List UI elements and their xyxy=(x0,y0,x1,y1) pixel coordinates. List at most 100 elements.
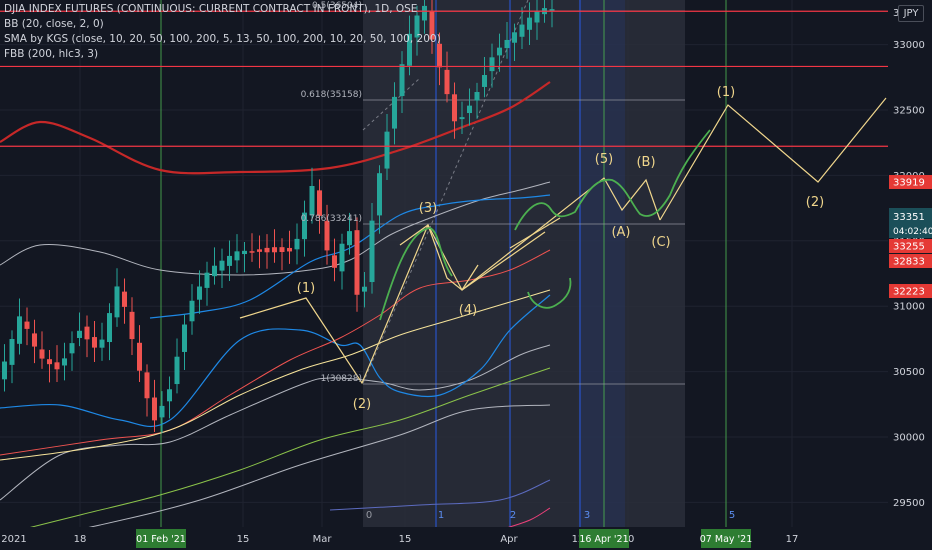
candle-body xyxy=(152,397,157,421)
cycle-labels: 0 1 2 3 5 xyxy=(366,510,735,521)
current-price-badge xyxy=(889,208,932,238)
candle-body xyxy=(9,339,15,365)
candles xyxy=(2,0,555,434)
candle-body xyxy=(257,249,262,252)
candle-body xyxy=(219,260,225,271)
indicator-curve xyxy=(30,367,551,527)
price-tick: 30500 xyxy=(893,367,925,378)
candle-body xyxy=(272,247,277,253)
wave-inner xyxy=(399,224,479,291)
level-price-value: 32223 xyxy=(893,287,925,298)
candle-body xyxy=(129,311,135,340)
fib-label: 1(30828) xyxy=(321,374,362,384)
candle-body xyxy=(294,238,300,250)
candle-body xyxy=(392,96,397,129)
level-price-badge xyxy=(889,239,932,253)
candle-body xyxy=(24,321,30,329)
candle-body xyxy=(467,105,472,114)
current-price-value: 33351 xyxy=(893,212,925,223)
cycle-label: 2 xyxy=(510,510,516,521)
candle-body xyxy=(452,94,457,122)
candle-body xyxy=(437,43,442,68)
legend-bb[interactable]: BB (20, close, 2, 0) xyxy=(4,18,104,30)
currency-button[interactable]: JPY xyxy=(898,5,924,22)
price-tick: 31000 xyxy=(893,302,925,313)
price-tick: 30000 xyxy=(893,433,925,444)
legend-sma[interactable]: SMA by KGS (close, 10, 20, 50, 100, 200,… xyxy=(4,33,441,45)
price-tick: 32500 xyxy=(893,106,925,117)
time-highlight-badge xyxy=(136,529,186,548)
wave-projection xyxy=(659,97,887,221)
cycle-label: 5 xyxy=(729,510,735,521)
time-tick: 18 xyxy=(74,534,87,545)
indicator-curve xyxy=(0,294,551,428)
candle-body xyxy=(362,286,367,292)
time-tick: 17 xyxy=(786,534,799,545)
candle-body xyxy=(512,32,517,43)
price-axis[interactable]: 2900029500300003050031000315003200032500… xyxy=(888,0,932,550)
fib-labels: 0.5(36504) 0.618(35158) 0.786(33241) 1(3082… xyxy=(301,1,362,384)
indicator-curve xyxy=(507,507,551,527)
candle-body xyxy=(2,361,7,380)
candle-body xyxy=(144,372,150,399)
candle-body xyxy=(414,15,420,38)
candle-body xyxy=(17,316,22,344)
candle-body xyxy=(197,286,202,300)
indicator-lines xyxy=(0,81,551,527)
wave-label: (5) xyxy=(595,152,613,167)
candle-body xyxy=(264,247,270,253)
candle-body xyxy=(54,362,60,370)
candle-body xyxy=(309,186,315,216)
candle-body xyxy=(444,69,450,95)
candle-body xyxy=(279,247,285,252)
candle-body xyxy=(339,243,345,272)
candle-body xyxy=(174,356,180,385)
time-tick: 12 xyxy=(572,534,585,545)
indicator-curve xyxy=(0,289,551,461)
level-price-value: 32833 xyxy=(893,257,925,268)
candle-body xyxy=(317,190,322,216)
candle-body xyxy=(242,250,247,255)
indicator-legend: DJIA INDEX FUTURES (CONTINUOUS: CURRENT … xyxy=(4,2,441,62)
wave-label: (B) xyxy=(636,155,655,170)
candle-body xyxy=(347,231,352,246)
time-tick: 2021 xyxy=(1,534,26,545)
fib-trend-dashed xyxy=(362,77,421,131)
candle-body xyxy=(227,255,232,266)
indicator-curve xyxy=(88,404,551,527)
candle-body xyxy=(287,247,292,252)
horizontal-levels xyxy=(0,10,888,147)
fib-label: 0.5(36504) xyxy=(312,1,362,11)
candle-body xyxy=(39,349,45,359)
wave-sketch xyxy=(527,277,572,309)
wave-label: (2) xyxy=(806,195,824,210)
level-price-badge xyxy=(889,175,932,189)
candle-body xyxy=(69,343,75,354)
candle-body xyxy=(407,33,412,66)
candle-body xyxy=(384,131,390,169)
candle-body xyxy=(519,24,525,37)
wave-channel xyxy=(509,217,561,249)
symbol-title[interactable]: DJIA INDEX FUTURES (CONTINUOUS: CURRENT … xyxy=(4,3,418,15)
price-tick: 29500 xyxy=(893,498,925,509)
candle-body xyxy=(369,220,375,283)
candle-body xyxy=(77,330,82,338)
candle-body xyxy=(107,313,112,343)
level-price-value: 33255 xyxy=(893,242,925,253)
vertical-cycle-lines xyxy=(160,0,727,527)
candle-body xyxy=(189,300,195,322)
time-axis-bg xyxy=(0,527,932,550)
candle-body xyxy=(122,291,127,307)
wave-sketch xyxy=(514,129,711,231)
candle-body xyxy=(324,221,330,251)
candle-body xyxy=(429,11,435,40)
candle-body xyxy=(534,10,540,23)
legend-fbb[interactable]: FBB (200, hlc3, 3) xyxy=(4,48,99,60)
candle-body xyxy=(549,9,555,11)
wave-label: (1) xyxy=(297,281,315,296)
price-axis-bg xyxy=(888,0,932,550)
wave-channel xyxy=(461,231,546,291)
candle-body xyxy=(377,173,382,216)
